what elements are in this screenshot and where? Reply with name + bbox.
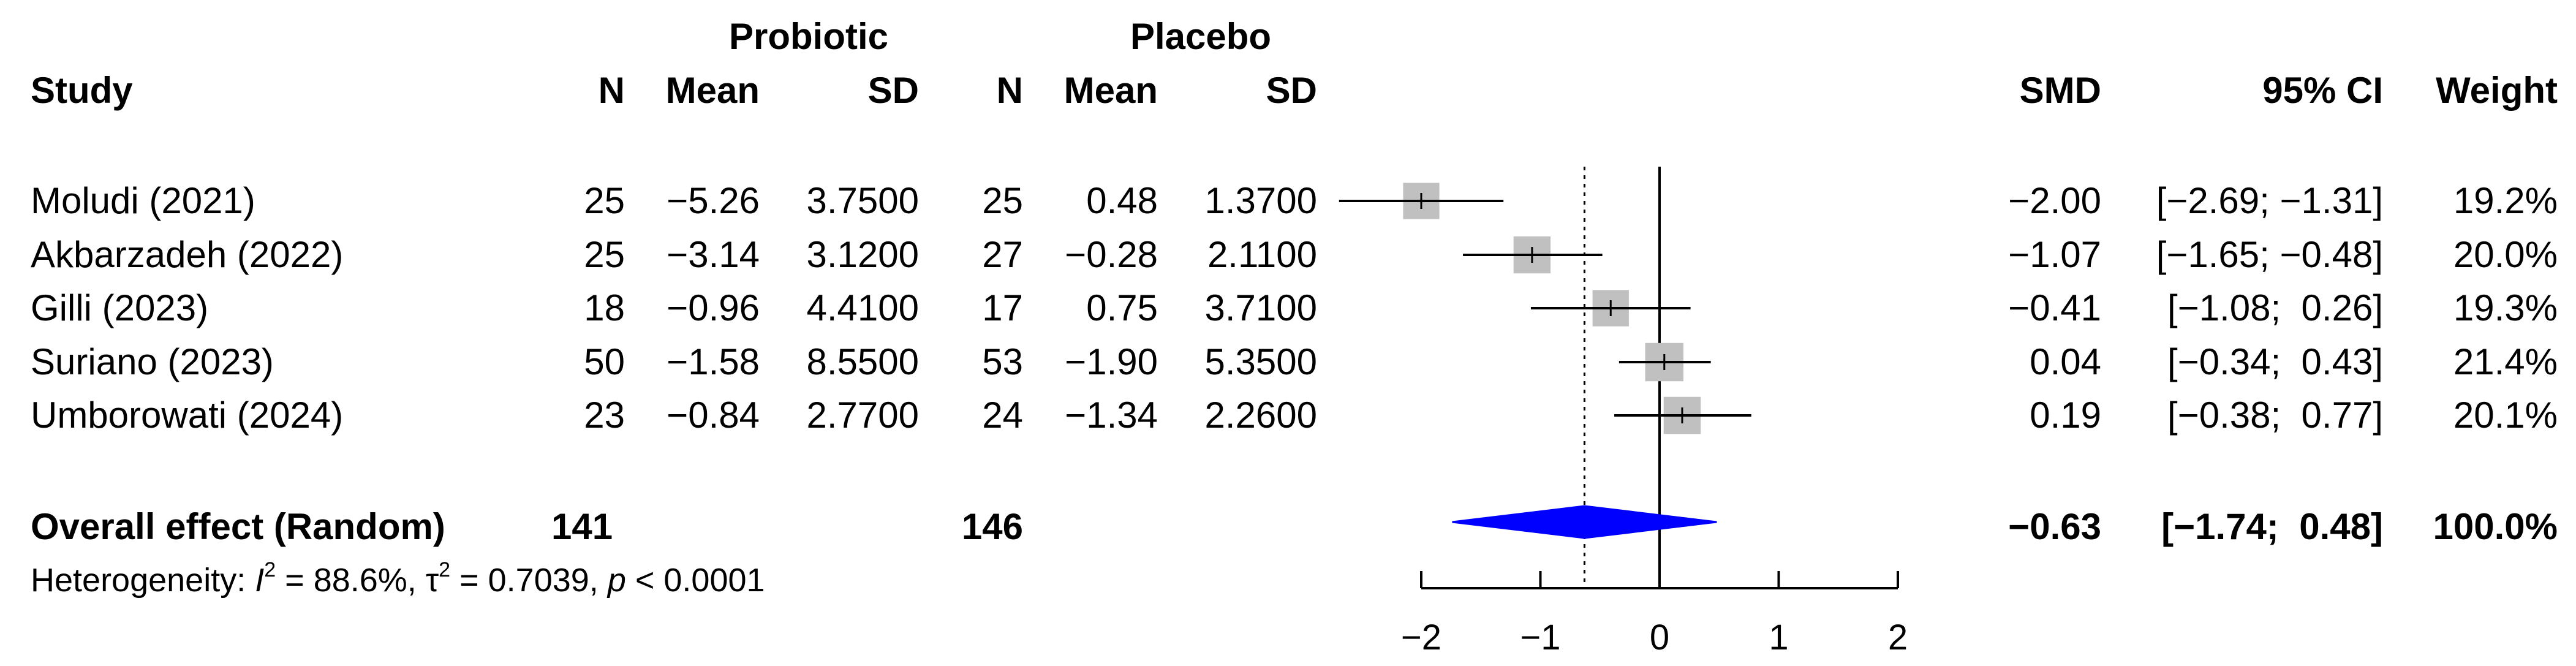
study-n1: 25 xyxy=(584,180,625,221)
study-ci: [−2.69; −1.31] xyxy=(2156,180,2383,221)
i2-value: = 88.6%, xyxy=(276,562,426,599)
study-name: Suriano (2023) xyxy=(31,341,274,382)
study-n2: 17 xyxy=(982,287,1023,328)
header-smd: SMD xyxy=(2019,70,2101,111)
study-smd: 0.19 xyxy=(2030,395,2101,436)
study-name: Umborowati (2024) xyxy=(31,395,344,436)
study-n2: 24 xyxy=(982,395,1023,436)
study-mean1: −0.96 xyxy=(667,287,760,328)
study-mean2: −0.28 xyxy=(1065,234,1158,275)
header-weight: Weight xyxy=(2436,70,2558,111)
study-n1: 25 xyxy=(584,234,625,275)
header-study: Study xyxy=(31,70,133,111)
header-probiotic: Probiotic xyxy=(729,16,889,57)
tau2-symbol: τ xyxy=(425,562,439,599)
p-value: < 0.0001 xyxy=(625,562,765,599)
study-sd1: 8.5500 xyxy=(806,341,919,382)
heterogeneity-text: Heterogeneity: I2 = 88.6%, τ2 = 0.7039, … xyxy=(31,558,765,599)
overall-weight: 100.0% xyxy=(2433,506,2558,547)
study-smd: −2.00 xyxy=(2008,180,2101,221)
study-n1: 18 xyxy=(584,287,625,328)
study-sd1: 4.4100 xyxy=(806,287,919,328)
header-mean1: Mean xyxy=(665,70,760,111)
study-name: Akbarzadeh (2022) xyxy=(31,234,344,275)
header-n2: N xyxy=(996,70,1023,111)
study-weight: 20.0% xyxy=(2453,234,2558,275)
study-ci: [−0.38; 0.77] xyxy=(2167,395,2383,436)
header-sd1: SD xyxy=(867,70,919,111)
overall-effect-diamond xyxy=(1452,505,1717,539)
study-name: Gilli (2023) xyxy=(31,287,209,328)
study-smd: −0.41 xyxy=(2008,287,2101,328)
study-mean2: −1.90 xyxy=(1065,341,1158,382)
x-tick-label: −2 xyxy=(1401,618,1441,657)
study-mean2: −1.34 xyxy=(1065,395,1158,436)
x-tick-label: −1 xyxy=(1520,618,1560,657)
study-n2: 25 xyxy=(982,180,1023,221)
study-n1: 50 xyxy=(584,341,625,382)
study-mean2: 0.75 xyxy=(1086,287,1158,328)
study-sd2: 2.2600 xyxy=(1204,395,1317,436)
heterogeneity-prefix: Heterogeneity: xyxy=(31,562,255,599)
study-mean1: −1.58 xyxy=(667,341,760,382)
study-weight: 19.2% xyxy=(2453,180,2558,221)
study-ci: [−0.34; 0.43] xyxy=(2167,341,2383,382)
study-n2: 27 xyxy=(982,234,1023,275)
header-n1: N xyxy=(598,70,625,111)
i2-symbol: I xyxy=(255,562,265,599)
overall-label: Overall effect (Random) xyxy=(31,506,445,547)
study-smd: −1.07 xyxy=(2008,234,2101,275)
study-weight: 19.3% xyxy=(2453,287,2558,328)
study-smd: 0.04 xyxy=(2030,341,2101,382)
study-ci: [−1.08; 0.26] xyxy=(2167,287,2383,328)
overall-n1: 141 xyxy=(551,506,613,547)
study-sd2: 3.7100 xyxy=(1204,287,1317,328)
x-tick-label: 1 xyxy=(1769,618,1788,657)
study-sd1: 3.1200 xyxy=(806,234,919,275)
x-tick-label: 2 xyxy=(1888,618,1908,657)
tau2-value: = 0.7039, xyxy=(450,562,608,599)
study-sd1: 3.7500 xyxy=(806,180,919,221)
header-ci: 95% CI xyxy=(2262,70,2383,111)
study-n2: 53 xyxy=(982,341,1023,382)
header-mean2: Mean xyxy=(1063,70,1158,111)
study-mean1: −5.26 xyxy=(667,180,760,221)
study-mean1: −0.84 xyxy=(667,395,760,436)
study-weight: 20.1% xyxy=(2453,395,2558,436)
study-n1: 23 xyxy=(584,395,625,436)
header-placebo: Placebo xyxy=(1130,16,1272,57)
study-sd2: 2.1100 xyxy=(1207,234,1317,275)
study-weight: 21.4% xyxy=(2453,341,2558,382)
study-mean2: 0.48 xyxy=(1086,180,1158,221)
study-ci: [−1.65; −0.48] xyxy=(2156,234,2383,275)
overall-smd: −0.63 xyxy=(2008,506,2101,547)
study-name: Moludi (2021) xyxy=(31,180,255,221)
study-sd1: 2.7700 xyxy=(806,395,919,436)
study-mean1: −3.14 xyxy=(667,234,760,275)
x-tick-label: 0 xyxy=(1650,618,1669,657)
study-sd2: 5.3500 xyxy=(1204,341,1317,382)
header-sd2: SD xyxy=(1266,70,1317,111)
p-symbol: p xyxy=(607,562,626,599)
overall-n2: 146 xyxy=(961,506,1023,547)
overall-ci: [−1.74; 0.48] xyxy=(2161,506,2383,547)
study-sd2: 1.3700 xyxy=(1204,180,1317,221)
